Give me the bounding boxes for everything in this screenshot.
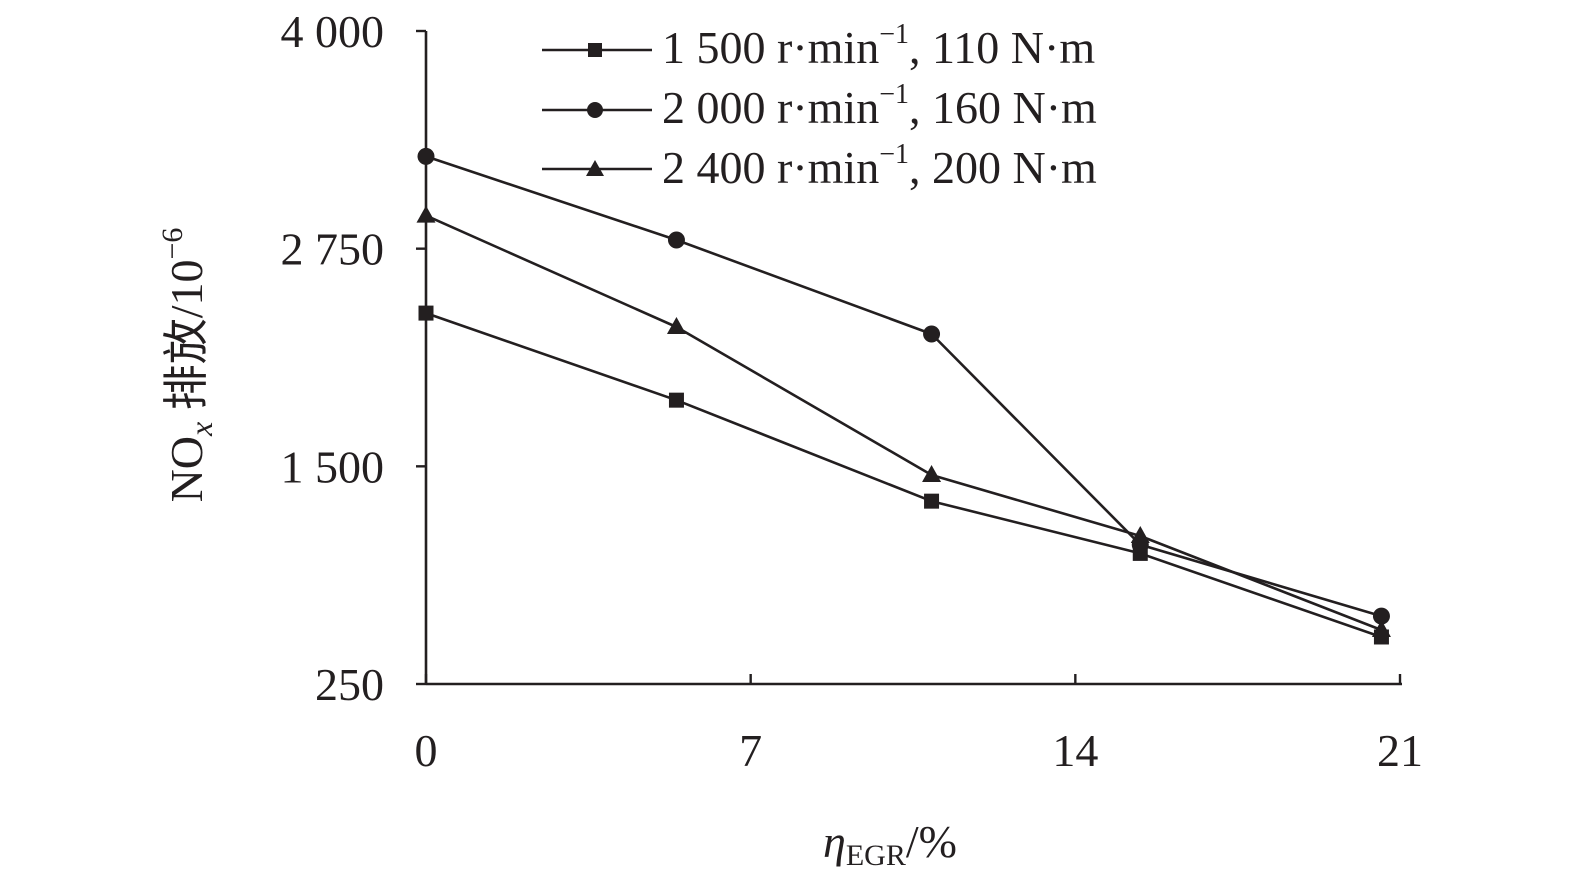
data-point-triangle: [1371, 620, 1391, 638]
y-tick-label: 250: [315, 659, 384, 710]
y-tick-label: 4 000: [281, 6, 385, 57]
legend-entry-1500: 1 500 r·min−1, 110 N·m: [542, 19, 1095, 73]
y-axis-title-superscript: −6: [156, 228, 189, 260]
data-point-triangle: [666, 317, 686, 335]
y-axis-title-prefix: NO: [161, 436, 212, 502]
series-line-circle: [425, 155, 1382, 618]
x-tick-label: 14: [1052, 725, 1098, 776]
data-point-triangle: [922, 465, 942, 483]
x-tick-label: 7: [739, 725, 762, 776]
legend-label-1500: 1 500 r·min−1, 110 N·m: [662, 19, 1095, 73]
legend-marker-circle: [587, 102, 603, 118]
x-axis-title: ηEGR/%: [823, 816, 957, 872]
data-point-triangle: [1130, 525, 1150, 543]
legend-marker-square: [588, 43, 602, 57]
series-line-square: [425, 311, 1382, 639]
legend-label-2400: 2 400 r·min−1, 200 N·m: [662, 139, 1097, 193]
y-tick-label: 2 750: [281, 224, 385, 275]
x-axis-title-unit: /%: [906, 816, 957, 867]
legend-label-sup: −1: [879, 139, 909, 170]
legend-label-tail: , 160 N·m: [909, 82, 1097, 133]
data-point-circle: [1372, 607, 1390, 625]
legend-label-main: 1 500 r·min: [662, 22, 879, 73]
data-point-square: [668, 392, 684, 408]
data-point-circle: [417, 147, 435, 165]
legend-label-main: 2 400 r·min: [662, 142, 879, 193]
data-point-square: [418, 305, 434, 321]
legend-label-sup: −1: [879, 79, 909, 110]
legend-label-tail: , 110 N·m: [909, 22, 1095, 73]
data-point-circle: [923, 325, 941, 343]
x-axis-title-symbol: η: [823, 816, 846, 867]
legend-label-2000: 2 000 r·min−1, 160 N·m: [662, 79, 1097, 133]
x-tick-label: 21: [1377, 725, 1423, 776]
legend: 1 500 r·min−1, 110 N·m 2 000 r·min−1, 16…: [542, 19, 1097, 193]
legend-label-main: 2 000 r·min: [662, 82, 879, 133]
legend-entry-2000: 2 000 r·min−1, 160 N·m: [542, 79, 1097, 133]
legend-marker-triangle: [586, 160, 604, 176]
y-axis-title-text: 排放/10: [161, 259, 212, 421]
x-tick-label: 0: [415, 725, 438, 776]
plot-area: 250 1 500 2 750 4 000 0 7 14 21: [281, 6, 1424, 776]
data-point-square: [924, 493, 940, 509]
x-axis-title-subscript: EGR: [846, 839, 906, 872]
series-line-triangle: [425, 214, 1382, 632]
legend-label-sup: −1: [879, 19, 909, 50]
y-axis-title-subscript: x: [183, 422, 219, 437]
legend-label-tail: , 200 N·m: [909, 142, 1097, 193]
data-point-triangle: [416, 205, 436, 223]
y-axis-title: NOx 排放/10−6: [156, 228, 219, 503]
y-tick-label: 1 500: [281, 441, 385, 492]
legend-entry-2400: 2 400 r·min−1, 200 N·m: [542, 139, 1097, 193]
data-point-circle: [667, 231, 685, 249]
